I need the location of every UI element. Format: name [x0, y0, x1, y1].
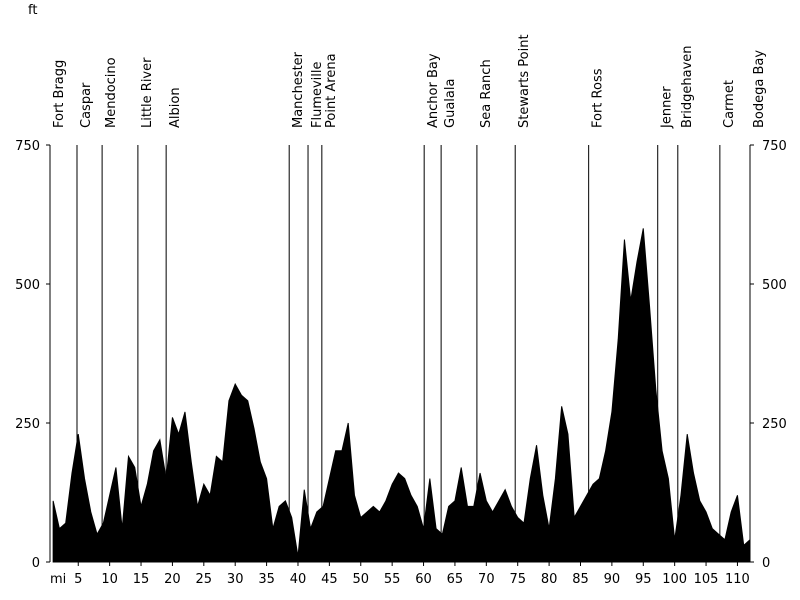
x-tick-label: 95 — [635, 572, 652, 587]
y-axis-label: ft — [28, 3, 37, 18]
town-label: Fort Bragg — [52, 60, 67, 128]
x-tick-label: 100 — [662, 572, 687, 587]
elevation-area — [52, 228, 751, 563]
town-label: Flumeville — [310, 61, 325, 128]
town-label: Anchor Bay — [426, 53, 441, 128]
town-label: Gualala — [443, 79, 458, 128]
x-tick-label: 80 — [541, 572, 558, 587]
y-tick-label-right: 500 — [762, 278, 787, 293]
x-tick-label: 50 — [352, 572, 369, 587]
x-tick-label: 55 — [384, 572, 401, 587]
x-tick-label: 15 — [133, 572, 150, 587]
x-tick-label: 45 — [321, 572, 338, 587]
x-tick-label: 20 — [164, 572, 181, 587]
town-label: Bridgehaven — [680, 45, 695, 128]
town-label: Caspar — [79, 82, 94, 128]
town-label: Jenner — [660, 86, 675, 129]
town-label: Little River — [140, 57, 155, 128]
y-tick-label: 500 — [15, 278, 40, 293]
y-tick-label: 250 — [15, 417, 40, 432]
x-tick-label: 10 — [101, 572, 118, 587]
x-tick-label: 90 — [604, 572, 621, 587]
x-tick-label: 110 — [725, 572, 750, 587]
x-tick-label: 60 — [415, 572, 432, 587]
y-tick-label-right: 0 — [762, 556, 770, 571]
x-tick-label: 30 — [227, 572, 244, 587]
town-label: Manchester — [291, 51, 306, 128]
x-axis-label: mi — [50, 572, 66, 587]
town-label: Sea Ranch — [479, 59, 494, 128]
x-tick-label: 5 — [74, 572, 82, 587]
y-tick-label: 0 — [32, 556, 40, 571]
x-tick-label: 25 — [196, 572, 213, 587]
town-label: Carmet — [722, 80, 737, 128]
x-tick-label: 105 — [694, 572, 719, 587]
x-tick-label: 35 — [258, 572, 275, 587]
town-label: Point Arena — [324, 53, 339, 128]
x-tick-label: 85 — [572, 572, 589, 587]
y-tick-label: 750 — [15, 139, 40, 154]
x-tick-label: 65 — [447, 572, 464, 587]
x-tick-label: 75 — [509, 572, 526, 587]
y-tick-label-right: 250 — [762, 417, 787, 432]
town-label: Mendocino — [104, 57, 119, 128]
x-tick-label: 40 — [290, 572, 307, 587]
town-label: Stewarts Point — [517, 34, 532, 128]
town-label: Bodega Bay — [752, 50, 767, 128]
x-tick-label: 70 — [478, 572, 495, 587]
y-tick-label-right: 750 — [762, 139, 787, 154]
town-label: Fort Ross — [591, 68, 606, 128]
town-label: Albion — [168, 87, 183, 128]
